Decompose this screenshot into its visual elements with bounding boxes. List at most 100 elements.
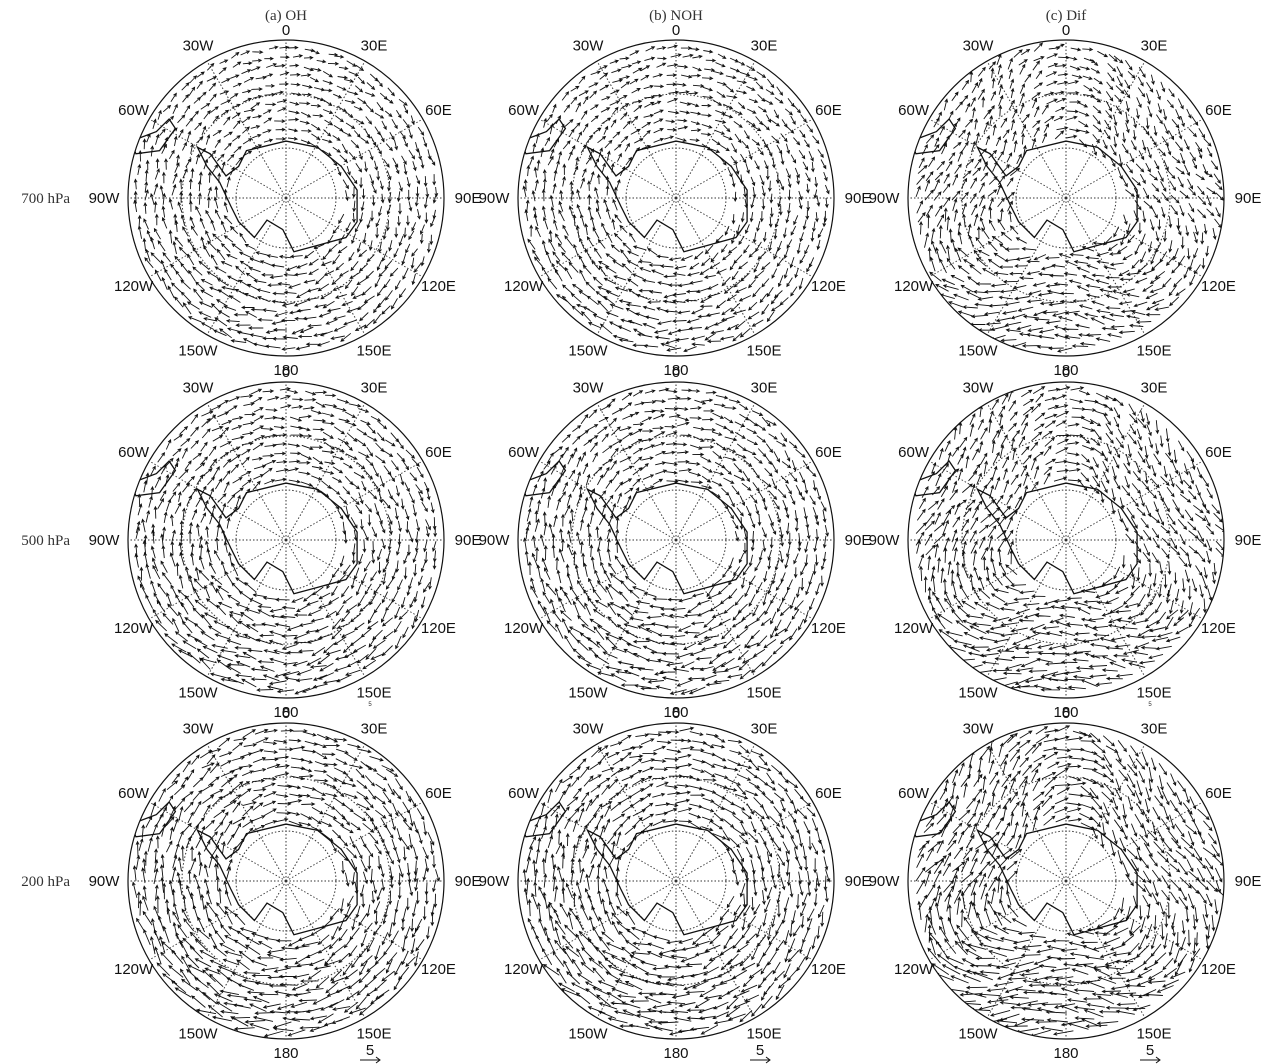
longitude-label: 120W [504,961,544,978]
longitude-label: 30E [751,38,778,55]
row-label: 500 hPa [21,533,70,549]
longitude-label: 60E [425,444,452,461]
longitude-label: 60E [1205,444,1232,461]
longitude-label: 120W [114,961,154,978]
longitude-label: 90E [1235,873,1262,890]
longitude-label: 120W [894,620,934,637]
meridian [285,880,366,1019]
antarctica-coastline [976,140,1138,253]
south-america-coastline [520,459,567,497]
longitude-label: 120E [1201,278,1236,295]
map-boundary [907,39,1225,357]
meridian [675,880,756,1019]
longitude-label: 120E [421,278,456,295]
longitude-label: 120W [894,961,934,978]
longitude-label: 0 [1062,364,1070,381]
longitude-label: 90W [89,532,121,549]
south-america-coastline [130,800,177,838]
longitude-label: 60W [508,785,540,802]
longitude-label: 30E [1141,38,1168,55]
longitude-label: 120W [114,278,154,295]
antarctica-coastline [586,823,748,936]
antarctica-coastline [196,140,358,253]
longitude-label: 60E [1205,785,1232,802]
longitude-label: 60W [118,785,150,802]
polar-panel: 0 30E 60E 90E 120E 150E 180 150W 120W 90W 60W 30W [89,22,482,379]
latitude-circle [961,93,1171,303]
wind-vectors [131,728,441,1038]
longitude-label: 60E [815,785,842,802]
column-title: (a) OH [265,8,307,24]
longitude-label: 150W [568,342,608,359]
longitude-label: 150E [356,684,391,701]
wind-vectors [133,45,439,351]
latitude-circle [181,435,391,645]
longitude-label: 90W [869,532,901,549]
longitude-label: 90W [89,190,121,207]
longitude-label: 0 [282,705,290,722]
meridian [148,801,287,882]
antarctica-coastline [196,482,358,595]
longitude-label: 0 [1062,22,1070,39]
longitude-label: 120E [811,961,846,978]
antarctica-coastline [586,140,748,253]
map-boundary [127,381,445,699]
longitude-label: 90E [1235,190,1262,207]
longitude-label: 180 [273,362,298,379]
latitude-circle [961,776,1171,986]
longitude-label: 120W [114,620,154,637]
map-boundary [517,722,835,1040]
longitude-label: 60W [898,444,930,461]
longitude-label: 150E [1136,684,1171,701]
longitude-label: 150W [958,1025,998,1042]
map-boundary [127,39,445,357]
reference-vector [1140,1056,1161,1064]
reference-vector-label: 5 [756,1042,764,1059]
wind-vectors [134,387,438,695]
antarctica-coastline [976,482,1138,595]
reference-vector-label: 5 [1148,702,1152,708]
longitude-label: 90W [869,873,901,890]
longitude-label: 30W [183,38,215,55]
longitude-label: 0 [672,22,680,39]
longitude-label: 180 [273,704,298,721]
longitude-label: 30E [1141,721,1168,738]
longitude-label: 30W [573,721,605,738]
longitude-label: 90W [479,190,511,207]
map-boundary [907,722,1225,1040]
longitude-label: 120E [1201,620,1236,637]
polar-panel: 0 30E 60E 90E 120E 150E 180 150W 120W 90W 60W 30W [479,22,872,379]
longitude-label: 90W [869,190,901,207]
longitude-label: 30E [751,721,778,738]
longitude-label: 180 [273,1045,298,1062]
longitude-label: 120E [421,620,456,637]
polar-panel: 0 30E 60E 90E 120E 150E 180 150W 120W 90W 60W 30W [89,364,482,721]
longitude-label: 60W [898,785,930,802]
longitude-label: 0 [672,705,680,722]
longitude-label: 30W [963,721,995,738]
polar-panel: 0 30E 60E 90E 120E 150E 180 150W 120W 90W 60W 30W [869,364,1262,721]
longitude-label: 150W [178,684,218,701]
longitude-label: 150E [1136,1025,1171,1042]
longitude-label: 150W [178,1025,218,1042]
longitude-label: 30E [1141,380,1168,397]
longitude-label: 0 [282,364,290,381]
meridian [928,197,1067,278]
longitude-label: 180 [1053,1045,1078,1062]
south-america-coastline [910,117,957,155]
longitude-label: 180 [663,362,688,379]
longitude-label: 60W [508,444,540,461]
longitude-label: 0 [672,364,680,381]
polar-panel: 0 30E 60E 90E 120E 150E 180 150W 120W 90W 60W 30W [869,705,1262,1062]
longitude-label: 60W [118,444,150,461]
longitude-label: 30W [963,380,995,397]
column-title: (c) Dif [1046,8,1086,24]
longitude-label: 90E [455,532,482,549]
wind-vectors [522,44,830,353]
longitude-label: 120E [1201,961,1236,978]
longitude-label: 60W [898,102,930,119]
longitude-label: 30W [573,38,605,55]
longitude-label: 0 [1062,705,1070,722]
antarctica-coastline [976,823,1138,936]
reference-vector-label: 5 [366,1042,374,1059]
